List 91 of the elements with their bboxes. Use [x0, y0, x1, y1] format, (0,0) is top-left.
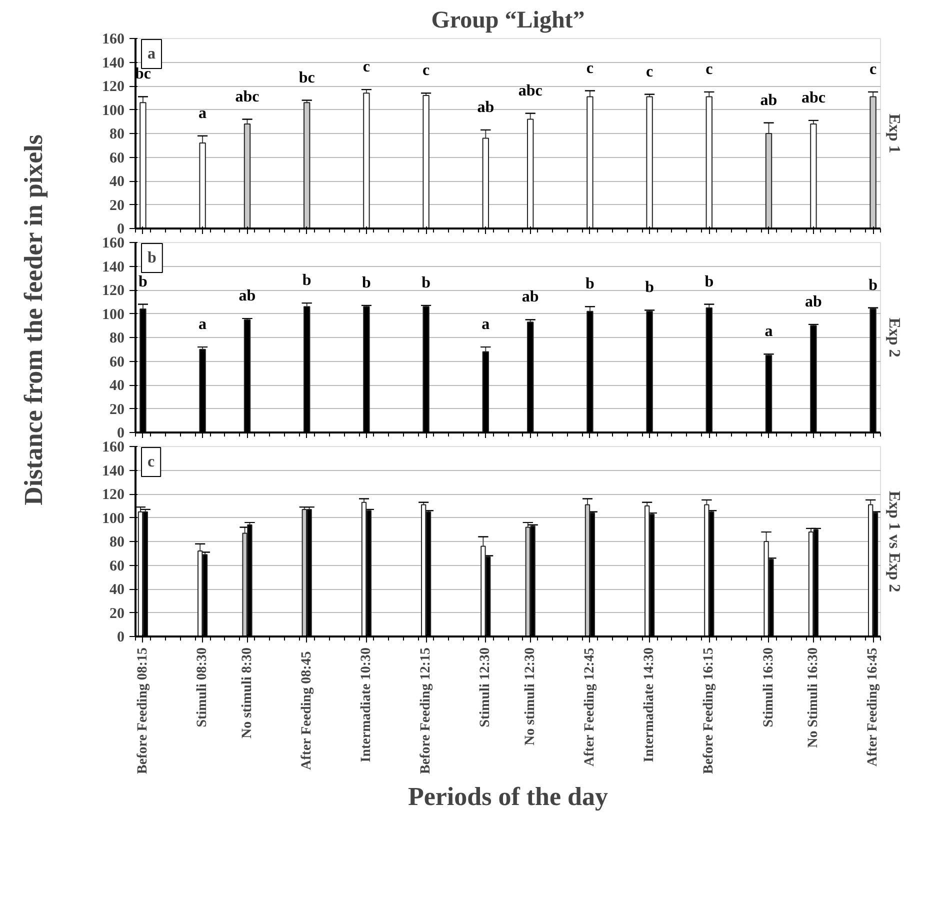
- bar: [765, 133, 772, 228]
- y-tick-label: 80: [110, 534, 124, 550]
- y-tick-label: 120: [102, 487, 124, 503]
- annotation: b: [302, 272, 312, 290]
- annotation: c: [422, 62, 430, 80]
- y-tick-label: 40: [110, 582, 124, 598]
- annotation: a: [198, 104, 207, 122]
- x-tick-label: Intermadiate 10:30: [358, 647, 374, 762]
- chart-title: Group “Light”: [431, 8, 585, 34]
- y-tick-label: 120: [102, 283, 124, 299]
- annotation: abc: [801, 89, 826, 106]
- x-tick-label: Intermadiate 14:30: [642, 647, 658, 762]
- annotation: b: [148, 250, 156, 266]
- x-tick-label: Before Feeding 12:15: [418, 647, 434, 774]
- annotation: b: [362, 274, 371, 292]
- annotation: ab: [522, 288, 539, 306]
- y-tick-label: 20: [110, 198, 124, 214]
- bar: [140, 102, 146, 228]
- y-tick-label: 0: [117, 222, 124, 238]
- bar: [482, 138, 489, 228]
- x-tick-label: No stimuli 8:30: [240, 648, 255, 738]
- annotation: c: [870, 60, 877, 78]
- y-tick-label: 100: [102, 510, 124, 527]
- y-tick-label: 80: [110, 330, 124, 346]
- text: Exp 1 vs Exp 2: [886, 490, 902, 592]
- annotation: c: [362, 58, 370, 76]
- y-tick-label: 160: [102, 440, 124, 456]
- annotation: a: [148, 46, 156, 62]
- annotation: b: [586, 276, 594, 293]
- bar: [706, 96, 712, 228]
- y-tick-label: 160: [102, 32, 124, 48]
- x-tick-label: Stimuli 12:30: [478, 647, 494, 728]
- y-tick-label: 60: [110, 354, 124, 370]
- x-axis-title: Periods of the day: [408, 782, 608, 811]
- bar: [810, 124, 817, 228]
- annotation: c: [646, 63, 654, 80]
- annotation: abc: [518, 82, 542, 100]
- annotation: c: [148, 454, 155, 470]
- bar: [422, 95, 430, 228]
- y-tick-label: 40: [110, 378, 124, 394]
- y-tick-label: 80: [110, 126, 124, 142]
- annotation: a: [198, 316, 207, 333]
- bar: [304, 102, 310, 228]
- x-tick-label: No Stimuli 16:30: [806, 647, 821, 748]
- y-tick-label: 60: [110, 558, 124, 574]
- x-tick-label: Before Feeding 16:15: [702, 647, 717, 774]
- bar: [586, 96, 594, 228]
- annotation: b: [138, 273, 148, 290]
- annotation: b: [704, 273, 714, 290]
- x-tick-label: Stimuli 08:30: [195, 647, 210, 728]
- y-tick-label: 120: [102, 79, 124, 95]
- annotation: a: [482, 316, 490, 333]
- annotation: b: [868, 276, 878, 294]
- x-tick-label: After Feeding 16:45: [866, 648, 881, 766]
- y-tick-label: 20: [110, 402, 124, 418]
- y-tick-label: 100: [102, 306, 124, 323]
- text: Exp 1: [886, 114, 902, 154]
- annotation: ab: [477, 98, 494, 116]
- y-axis-title: Distance from the feeder in pixels: [19, 134, 48, 506]
- annotation: b: [422, 274, 431, 292]
- x-tick-label: After Feeding 12:45: [582, 648, 598, 766]
- y-tick-label: 140: [102, 259, 124, 276]
- bar: [244, 124, 251, 228]
- bar: [199, 142, 206, 228]
- y-tick-label: 20: [110, 606, 124, 622]
- annotation: ab: [238, 288, 256, 304]
- x-tick-label: Stimuli 16:30: [761, 647, 776, 728]
- bar: [527, 118, 534, 228]
- annotation: c: [586, 60, 594, 77]
- annotation: c: [706, 60, 713, 78]
- y-tick-label: 100: [102, 102, 124, 119]
- annotation: ab: [760, 92, 778, 109]
- y-tick-label: 140: [102, 55, 124, 72]
- x-tick-label: Before Feeding 08:15: [135, 647, 150, 774]
- annotation: b: [645, 279, 654, 296]
- y-tick-label: 0: [117, 630, 124, 646]
- annotation: a: [764, 323, 773, 340]
- y-tick-label: 40: [110, 174, 124, 190]
- bar: [646, 96, 653, 228]
- annotation: ab: [805, 293, 822, 310]
- y-tick-label: 140: [102, 463, 124, 480]
- y-tick-label: 160: [102, 236, 124, 252]
- x-tick-label: No stimuli 12:30: [522, 648, 538, 746]
- bar: [870, 96, 876, 228]
- annotation: abc: [235, 88, 260, 106]
- bar: [363, 92, 370, 228]
- y-tick-label: 0: [117, 426, 124, 442]
- text: Exp 2: [886, 318, 902, 358]
- x-tick-label: After Feeding 08:45: [299, 651, 314, 770]
- y-tick-label: 60: [110, 150, 124, 166]
- annotation: bc: [298, 69, 315, 86]
